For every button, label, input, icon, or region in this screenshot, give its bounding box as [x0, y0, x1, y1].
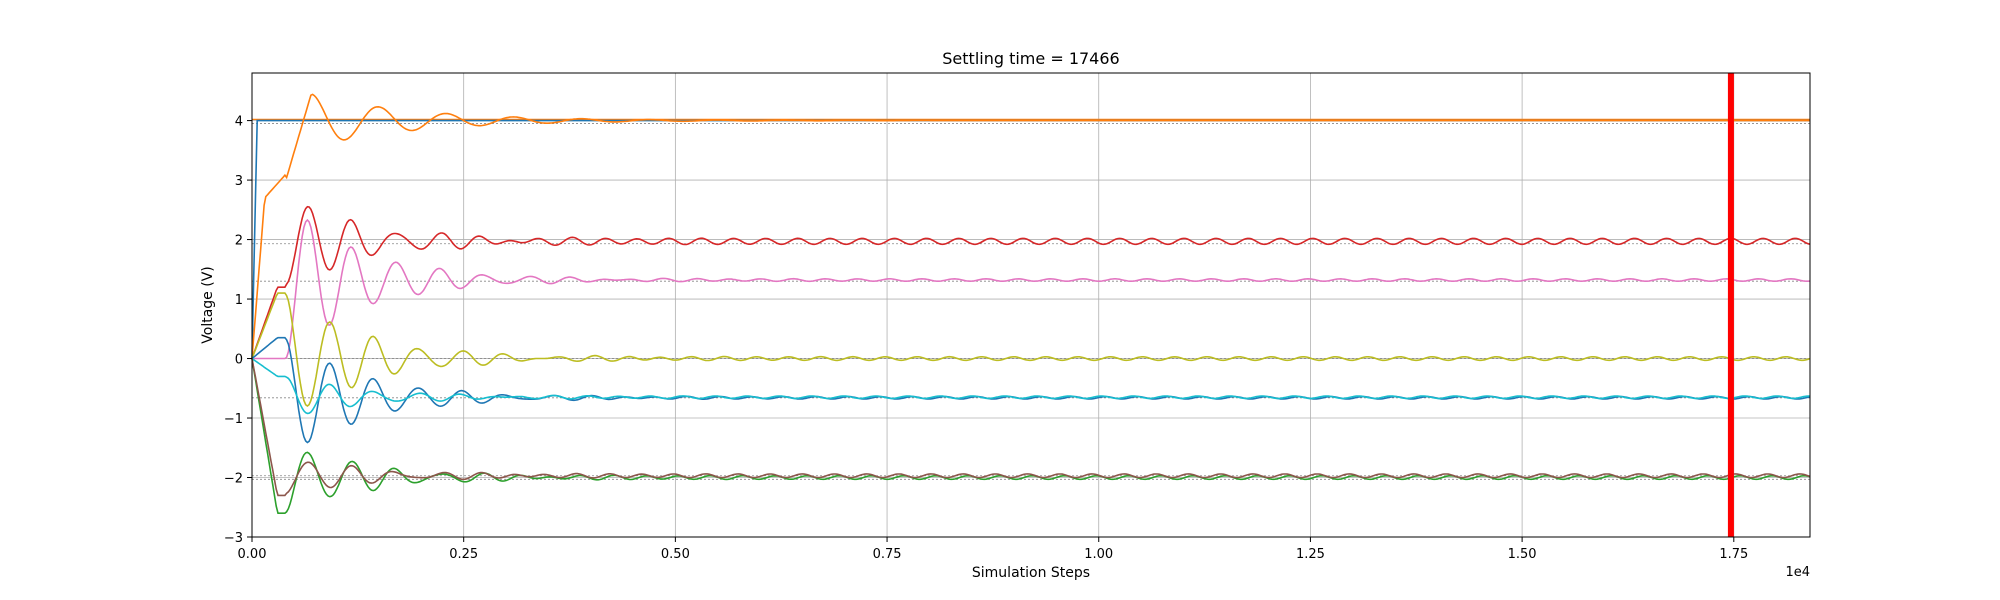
series-line: [251, 205, 1811, 359]
y-tick-label: −1: [224, 412, 243, 427]
x-tick-label: 1.75: [1719, 547, 1748, 562]
series-line: [251, 358, 1811, 515]
x-axis: 0.00 0.25 0.50 0.75 1.00 1.25 1.50 1.75: [238, 537, 1748, 562]
chart-title: Settling time = 17466: [942, 49, 1119, 68]
x-tick-label: 0.25: [449, 547, 478, 562]
series-line: [251, 93, 1810, 359]
y-tick-label: 1: [235, 293, 243, 308]
x-tick-label: 1.00: [1084, 547, 1113, 562]
series-line: [252, 218, 1811, 360]
x-tick-label: 0.75: [873, 547, 902, 562]
y-tick-label: 4: [235, 115, 243, 130]
y-tick-label: −2: [224, 472, 243, 487]
x-tick-label: 1.25: [1296, 547, 1325, 562]
x-axis-label: Simulation Steps: [972, 565, 1090, 581]
series-group: [251, 93, 1811, 515]
x-tick-label: 1.50: [1508, 547, 1537, 562]
y-tick-label: −3: [224, 531, 243, 546]
reference-lines: [252, 118, 1810, 480]
y-axis: −3 −2 −1 0 1 2 3 4: [224, 115, 252, 546]
plot-frame: [251, 72, 1811, 538]
series-line: [251, 292, 1811, 408]
grid: [251, 73, 1810, 538]
x-tick-label: 0.50: [661, 547, 690, 562]
series-line: [251, 357, 1810, 415]
y-tick-label: 0: [235, 353, 243, 368]
series-line: [251, 358, 1811, 497]
x-axis-multiplier: 1e4: [1785, 565, 1810, 580]
y-axis-label: Voltage (V): [200, 266, 216, 343]
series-line: [251, 336, 1811, 444]
y-tick-label: 3: [235, 174, 243, 189]
y-tick-label: 2: [235, 234, 243, 249]
x-tick-label: 0.00: [238, 547, 267, 562]
